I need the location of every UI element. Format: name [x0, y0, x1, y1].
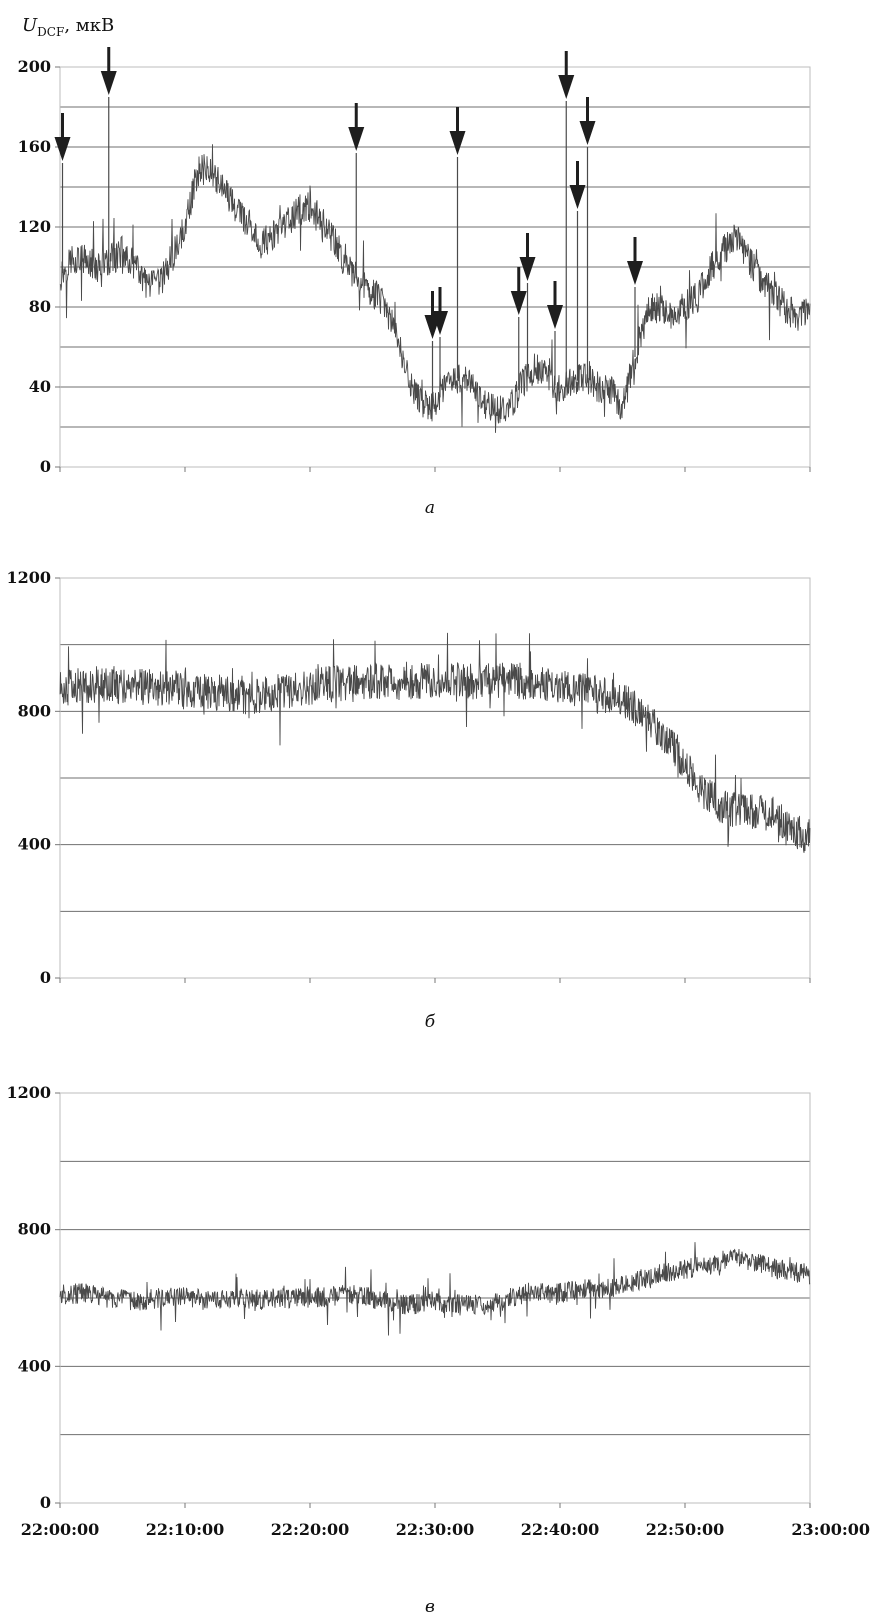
- y-tick-label: 40: [29, 377, 51, 396]
- y-axis-title-symbol: U: [22, 15, 38, 36]
- y-tick-label: 800: [18, 701, 51, 720]
- down-arrow-icon: [54, 113, 71, 161]
- spikes: [61, 97, 636, 407]
- x-tick-label: 22:30:00: [396, 1520, 475, 1539]
- y-tick-label: 0: [40, 1493, 51, 1512]
- x-tick-label: 23:00:00: [791, 1520, 870, 1539]
- panel-b: 0 400 800 1200 б: [6, 568, 811, 1032]
- x-axis-ticks: [59, 978, 811, 983]
- y-axis-title: UDCF, мкВ: [22, 15, 114, 39]
- y-tick-label: 800: [18, 1220, 51, 1239]
- y-tick-label: 0: [40, 457, 51, 476]
- panel-label-a: а: [425, 498, 435, 518]
- y-axis-title-subscript: DCF: [37, 25, 64, 39]
- panel-c: 0 400 800 1200 22:00:00 22:10:00 22:20:00 22:3…: [6, 1083, 870, 1617]
- down-arrow-icon: [547, 281, 563, 329]
- y-axis-title-unit: , мкВ: [64, 15, 114, 36]
- panel-label-c: в: [425, 1597, 435, 1617]
- y-tick-label: 1200: [6, 1083, 51, 1102]
- y-tick-label: 160: [18, 137, 51, 156]
- x-tick-label: 22:20:00: [271, 1520, 350, 1539]
- down-arrow-icon: [449, 107, 466, 155]
- down-arrow-icon: [558, 51, 575, 99]
- x-axis-ticks: [59, 1503, 811, 1508]
- x-axis-tick-labels: 22:00:00 22:10:00 22:20:00 22:30:00 22:40:00…: [21, 1520, 870, 1539]
- x-tick-label: 22:40:00: [521, 1520, 600, 1539]
- y-tick-label: 120: [18, 217, 51, 236]
- x-axis-ticks: [59, 467, 811, 472]
- down-arrow-icon: [432, 287, 448, 335]
- series-line: [59, 1242, 811, 1336]
- down-arrow-icon: [519, 233, 536, 281]
- y-tick-label: 80: [29, 297, 51, 316]
- panel-a: UDCF, мкВ 0 40 80 120 160 200 а: [18, 15, 811, 518]
- event-arrows: [54, 47, 643, 339]
- x-tick-label: 22:50:00: [646, 1520, 725, 1539]
- down-arrow-icon: [348, 103, 365, 151]
- down-arrow-icon: [100, 47, 117, 95]
- down-arrow-icon: [569, 161, 586, 209]
- y-axis-ticks: 0 400 800 1200: [6, 1083, 60, 1512]
- down-arrow-icon: [510, 267, 527, 315]
- y-axis-ticks: 0 40 80 120 160 200: [18, 57, 60, 476]
- series-line: [59, 144, 811, 433]
- x-tick-label: 22:10:00: [146, 1520, 225, 1539]
- y-tick-label: 0: [40, 968, 51, 987]
- series-line: [59, 632, 811, 853]
- down-arrow-icon: [627, 237, 643, 285]
- y-tick-label: 400: [18, 1356, 51, 1375]
- y-tick-label: 1200: [6, 568, 51, 587]
- y-axis-ticks: 0 400 800 1200: [6, 568, 60, 987]
- y-tick-label: 200: [18, 57, 51, 76]
- down-arrow-icon: [579, 97, 596, 145]
- gridlines: [60, 644, 810, 912]
- x-tick-label: 22:00:00: [21, 1520, 100, 1539]
- panel-label-b: б: [425, 1012, 436, 1032]
- y-tick-label: 400: [18, 835, 51, 854]
